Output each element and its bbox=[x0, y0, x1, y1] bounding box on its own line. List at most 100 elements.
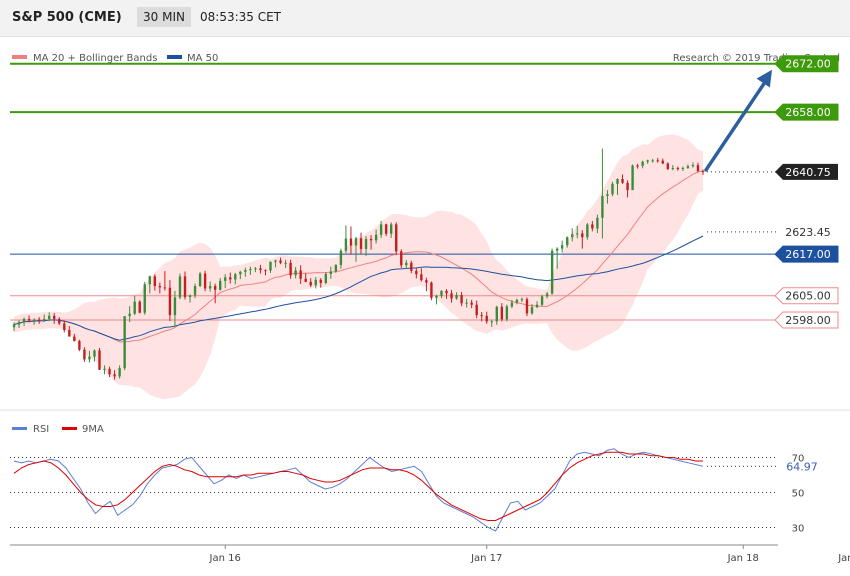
level-label-2: 2617.00 bbox=[774, 245, 839, 263]
ma20-legend-swatch bbox=[12, 55, 27, 59]
candle-71 bbox=[369, 235, 373, 250]
candle-79 bbox=[410, 260, 413, 274]
candle-132 bbox=[676, 166, 680, 171]
candle-125 bbox=[641, 160, 644, 169]
chart-header: S&P 500 (CME) 30 MIN 08:53:35 CET bbox=[0, 0, 850, 37]
candle-32 bbox=[173, 290, 177, 327]
candle-53 bbox=[279, 257, 282, 265]
candle-131 bbox=[671, 165, 675, 171]
candle-6 bbox=[42, 314, 46, 323]
timeframe-badge[interactable]: 30 MIN bbox=[137, 7, 191, 27]
candle-46 bbox=[244, 267, 247, 277]
candle-114 bbox=[586, 223, 589, 240]
candle-110 bbox=[566, 236, 569, 248]
level-tag-1 bbox=[774, 103, 839, 121]
candle-21 bbox=[118, 365, 121, 379]
candle-14 bbox=[83, 347, 86, 362]
candle-64 bbox=[334, 264, 338, 273]
candle-88 bbox=[455, 292, 458, 300]
candle-103 bbox=[530, 304, 534, 315]
candle-113 bbox=[581, 230, 584, 249]
candle-96 bbox=[495, 305, 499, 325]
candle-105 bbox=[540, 294, 544, 307]
rsi-legend-swatch bbox=[12, 427, 27, 430]
candle-23 bbox=[128, 306, 131, 323]
candle-24 bbox=[133, 296, 136, 316]
candle-70 bbox=[364, 236, 368, 256]
candle-41 bbox=[218, 278, 222, 291]
candle-8 bbox=[53, 313, 56, 324]
candle-77 bbox=[400, 249, 403, 269]
candle-34 bbox=[183, 271, 187, 300]
candle-95 bbox=[490, 319, 493, 327]
level-label-3: 2605.00 bbox=[774, 287, 839, 305]
candle-22 bbox=[123, 316, 126, 371]
rsi-legend: RSI 9MA bbox=[12, 424, 104, 435]
bollinger-band bbox=[14, 134, 703, 400]
candle-86 bbox=[445, 289, 448, 299]
candle-121 bbox=[621, 174, 624, 184]
candle-62 bbox=[324, 272, 328, 285]
candle-20 bbox=[113, 370, 116, 380]
candle-73 bbox=[379, 220, 383, 238]
level-tag-text-3: 2605.00 bbox=[785, 290, 831, 303]
candle-74 bbox=[384, 223, 388, 237]
candle-137 bbox=[701, 169, 705, 175]
candle-7 bbox=[48, 312, 51, 322]
candle-3 bbox=[27, 315, 31, 323]
rsi-tick-2: 70 bbox=[792, 454, 805, 465]
price-markers: 2672.00 2658.00 2617.00 2605.00 2598.00 2640.… bbox=[704, 55, 839, 329]
candle-104 bbox=[535, 301, 539, 309]
level-tag-text-1: 2658.00 bbox=[785, 106, 831, 119]
candle-51 bbox=[269, 261, 272, 273]
level-lines bbox=[10, 62, 778, 321]
candle-49 bbox=[259, 264, 262, 274]
rsi-ma-legend-swatch bbox=[62, 427, 77, 430]
candle-93 bbox=[480, 311, 483, 322]
candle-67 bbox=[349, 226, 353, 255]
time-label-3: Jan 19 bbox=[837, 553, 850, 564]
candle-58 bbox=[304, 273, 307, 283]
rsi-line bbox=[13, 448, 704, 532]
ma50-line bbox=[13, 235, 704, 341]
candle-42 bbox=[224, 274, 227, 289]
candle-55 bbox=[289, 259, 292, 279]
candle-109 bbox=[560, 240, 564, 253]
candle-126 bbox=[646, 159, 649, 164]
candle-59 bbox=[309, 278, 312, 288]
candle-29 bbox=[158, 282, 162, 294]
candle-123 bbox=[631, 164, 634, 191]
level-tag-3 bbox=[774, 287, 839, 305]
candle-127 bbox=[651, 158, 654, 163]
candle-19 bbox=[108, 366, 111, 378]
candle-128 bbox=[656, 157, 659, 163]
candle-92 bbox=[475, 300, 478, 319]
candle-102 bbox=[525, 297, 529, 317]
candle-116 bbox=[596, 214, 599, 234]
candle-37 bbox=[198, 271, 202, 288]
candle-30 bbox=[163, 271, 167, 291]
bollinger-band-area bbox=[14, 134, 703, 400]
candle-13 bbox=[78, 339, 81, 352]
candle-5 bbox=[37, 317, 41, 324]
candle-11 bbox=[68, 326, 71, 337]
level-label-0: 2672.00 bbox=[774, 55, 839, 73]
level-label-4: 2598.00 bbox=[774, 311, 839, 329]
candle-133 bbox=[681, 166, 685, 172]
candle-9 bbox=[58, 317, 61, 326]
target-arrow-shaft bbox=[704, 75, 770, 172]
candle-120 bbox=[616, 178, 619, 195]
candle-10 bbox=[63, 320, 66, 333]
rsi-tick-0: 30 bbox=[792, 524, 805, 535]
ma50-legend-label: MA 50 bbox=[187, 53, 218, 64]
candle-35 bbox=[188, 294, 192, 303]
level-tag-text-4: 2598.00 bbox=[785, 314, 831, 327]
ma50-legend-swatch bbox=[167, 55, 182, 59]
candle-115 bbox=[591, 220, 594, 232]
candle-39 bbox=[208, 281, 212, 292]
level-tag-4 bbox=[774, 311, 839, 329]
candle-99 bbox=[510, 299, 514, 309]
candle-61 bbox=[319, 278, 322, 288]
candles bbox=[12, 148, 705, 380]
